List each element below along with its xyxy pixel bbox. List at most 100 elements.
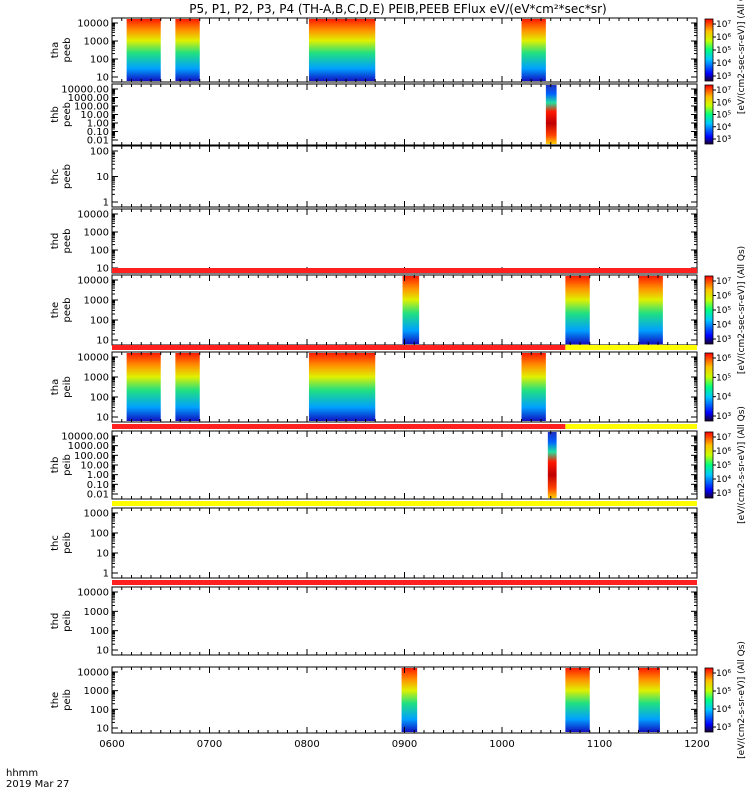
colorbar-label: [eV/(cm2-sec-sr-eV)] (All Qs) xyxy=(737,246,747,374)
colorbar-label: [eV/(cm2-sec-sr-eV)] (All Qs) xyxy=(737,0,747,114)
y-tick-label: 1 xyxy=(103,569,109,580)
x-tick-label: 0900 xyxy=(392,739,417,750)
x-axis-label-line1: hhmm xyxy=(6,768,38,779)
status-bar-segment xyxy=(565,424,697,429)
y-tick-label: 1000.00 xyxy=(68,441,109,452)
colorbar-tick-label: 10⁵ xyxy=(716,461,731,471)
colorbar-tick-label: 10⁷ xyxy=(716,433,731,443)
y-tick-label: 10000.00 xyxy=(61,85,109,96)
y-tick-label: 1000.00 xyxy=(68,93,109,104)
spectrogram-block xyxy=(521,19,546,81)
y-tick-label: 0.10 xyxy=(87,480,109,491)
panel-label-line2: peeb xyxy=(62,229,73,254)
status-bar-segment xyxy=(112,580,697,585)
status-bar-segment xyxy=(112,501,697,506)
colorbar xyxy=(704,275,714,345)
colorbar-tick-label: 10⁴ xyxy=(716,321,731,331)
panel-label-line2: peeb xyxy=(62,38,73,63)
x-tick-label: 1100 xyxy=(587,739,612,750)
colorbar-tick-label: 10⁴ xyxy=(716,59,731,69)
colorbar-tick-label: 10³ xyxy=(716,412,731,422)
y-tick-label: 10 xyxy=(96,264,109,275)
spectrogram-block xyxy=(638,668,660,732)
spectrogram-block xyxy=(308,19,376,81)
panel-label-line1: tha xyxy=(50,379,61,395)
y-tick-label: 100 xyxy=(90,316,109,327)
colorbar-tick-label: 10³ xyxy=(716,72,731,82)
colorbar-tick-label: 10⁴ xyxy=(716,393,731,403)
y-tick-label: 0.01 xyxy=(87,490,109,501)
x-tick-label: 0600 xyxy=(99,739,124,750)
panel-tha-peib: 10 100 1000 10000 tha peib 10⁶ 10⁵ 10⁴ 10³ xyxy=(50,345,731,424)
panel-label-line2: peib xyxy=(62,689,73,711)
status-bar-segment xyxy=(565,345,697,350)
spectrogram-block xyxy=(126,353,161,421)
y-tick-label: 10000 xyxy=(77,210,109,221)
y-tick-label: 1000 xyxy=(84,228,109,239)
panel-label-line1: thc xyxy=(50,535,61,551)
panel-the-peib: 10 100 1000 10000 the peib 10⁶ 10⁵ 10⁴ 10³ [eV/(cm… xyxy=(50,641,747,759)
spectrogram-block xyxy=(638,276,663,344)
y-tick-label: 1000 xyxy=(84,686,109,697)
spectrogram-block xyxy=(521,353,546,421)
x-tick-label: 0800 xyxy=(294,739,319,750)
panel-frame xyxy=(111,83,698,146)
y-tick-label: 10 xyxy=(96,172,109,183)
y-tick-label: 100 xyxy=(90,529,109,540)
x-axis-label-line2: 2019 Mar 27 xyxy=(6,779,69,790)
y-tick-label: 10 xyxy=(96,646,109,657)
colorbar-tick-label: 10⁶ xyxy=(716,292,731,302)
y-tick-label: 10000.00 xyxy=(61,432,109,443)
colorbar-tick-label: 10⁷ xyxy=(716,277,731,287)
colorbar-tick-label: 10⁶ xyxy=(716,98,731,108)
panel-label-line1: thd xyxy=(50,613,61,630)
colorbar-tick-label: 10³ xyxy=(716,335,731,345)
panel-label-line2: peib xyxy=(62,376,73,398)
colorbar-tick-label: 10⁵ xyxy=(716,687,731,697)
panel-tha-peeb: 10 100 1000 10000 tha peeb 10⁷ 10⁶ 10⁵ 10⁴ 10³ [eV/… xyxy=(50,0,747,114)
y-tick-label: 10000 xyxy=(77,668,109,679)
spectrogram-block xyxy=(175,19,200,81)
x-tick-label: 1000 xyxy=(489,739,514,750)
panel-label-line2: peib xyxy=(62,454,73,476)
colorbar xyxy=(704,18,714,82)
y-tick-label: 10 xyxy=(96,336,109,347)
colorbar-label: [eV/(cm2-s-sr-eV)] (All Qs) xyxy=(737,641,747,759)
y-tick-label: 100 xyxy=(90,246,109,257)
spectrogram-block xyxy=(565,276,590,344)
status-bar-segment xyxy=(112,345,566,350)
colorbar xyxy=(704,431,714,499)
colorbar-tick-label: 10⁴ xyxy=(716,123,731,133)
colorbar-label: [eV/(cm2-s-sr-eV)] (All Qs) xyxy=(737,406,747,524)
panel-label-line1: tha xyxy=(50,42,61,58)
panel-label-line2: peib xyxy=(62,610,73,632)
y-tick-label: 100 xyxy=(90,55,109,66)
colorbar-tick-label: 10⁵ xyxy=(716,306,731,316)
y-tick-label: 10.00 xyxy=(80,461,109,472)
panel-the-peeb: 10 100 1000 10000 the peeb 10⁷ 10⁶ 10⁵ 10⁴ 10³ [eV/… xyxy=(50,246,747,374)
y-tick-label: 100 xyxy=(90,393,109,404)
colorbar-tick-label: 10⁵ xyxy=(716,373,731,383)
colorbar-tick-label: 10⁴ xyxy=(716,705,731,715)
colorbar-tick-label: 10⁶ xyxy=(716,447,731,457)
plot-title: P5, P1, P2, P3, P4 (TH-A,B,C,D,E) PEIB,P… xyxy=(189,2,606,16)
panel-label-line1: the xyxy=(50,692,61,708)
y-tick-label: 1000 xyxy=(84,373,109,384)
y-tick-label: 1.00 xyxy=(87,119,109,130)
colorbar-tick-label: 10⁷ xyxy=(716,20,731,30)
colorbar-tick-label: 10³ xyxy=(716,723,731,733)
y-tick-label: 100 xyxy=(90,626,109,637)
panel-label-line2: peeb xyxy=(62,102,73,127)
panel-frame xyxy=(111,145,698,208)
colorbar-tick-label: 10⁵ xyxy=(716,111,731,121)
colorbar xyxy=(704,352,714,422)
spectrogram-block xyxy=(547,432,557,498)
y-tick-label: 10000 xyxy=(77,588,109,599)
panel-thb-peeb: 0.010.101.0010.00100.001000.0010000.00th… xyxy=(50,83,731,147)
panel-label-line1: thb xyxy=(50,106,61,123)
y-tick-label: 1000 xyxy=(84,296,109,307)
y-tick-label: 10.00 xyxy=(80,110,109,121)
panel-label-line1: thc xyxy=(50,169,61,185)
y-tick-label: 100.00 xyxy=(74,451,109,462)
